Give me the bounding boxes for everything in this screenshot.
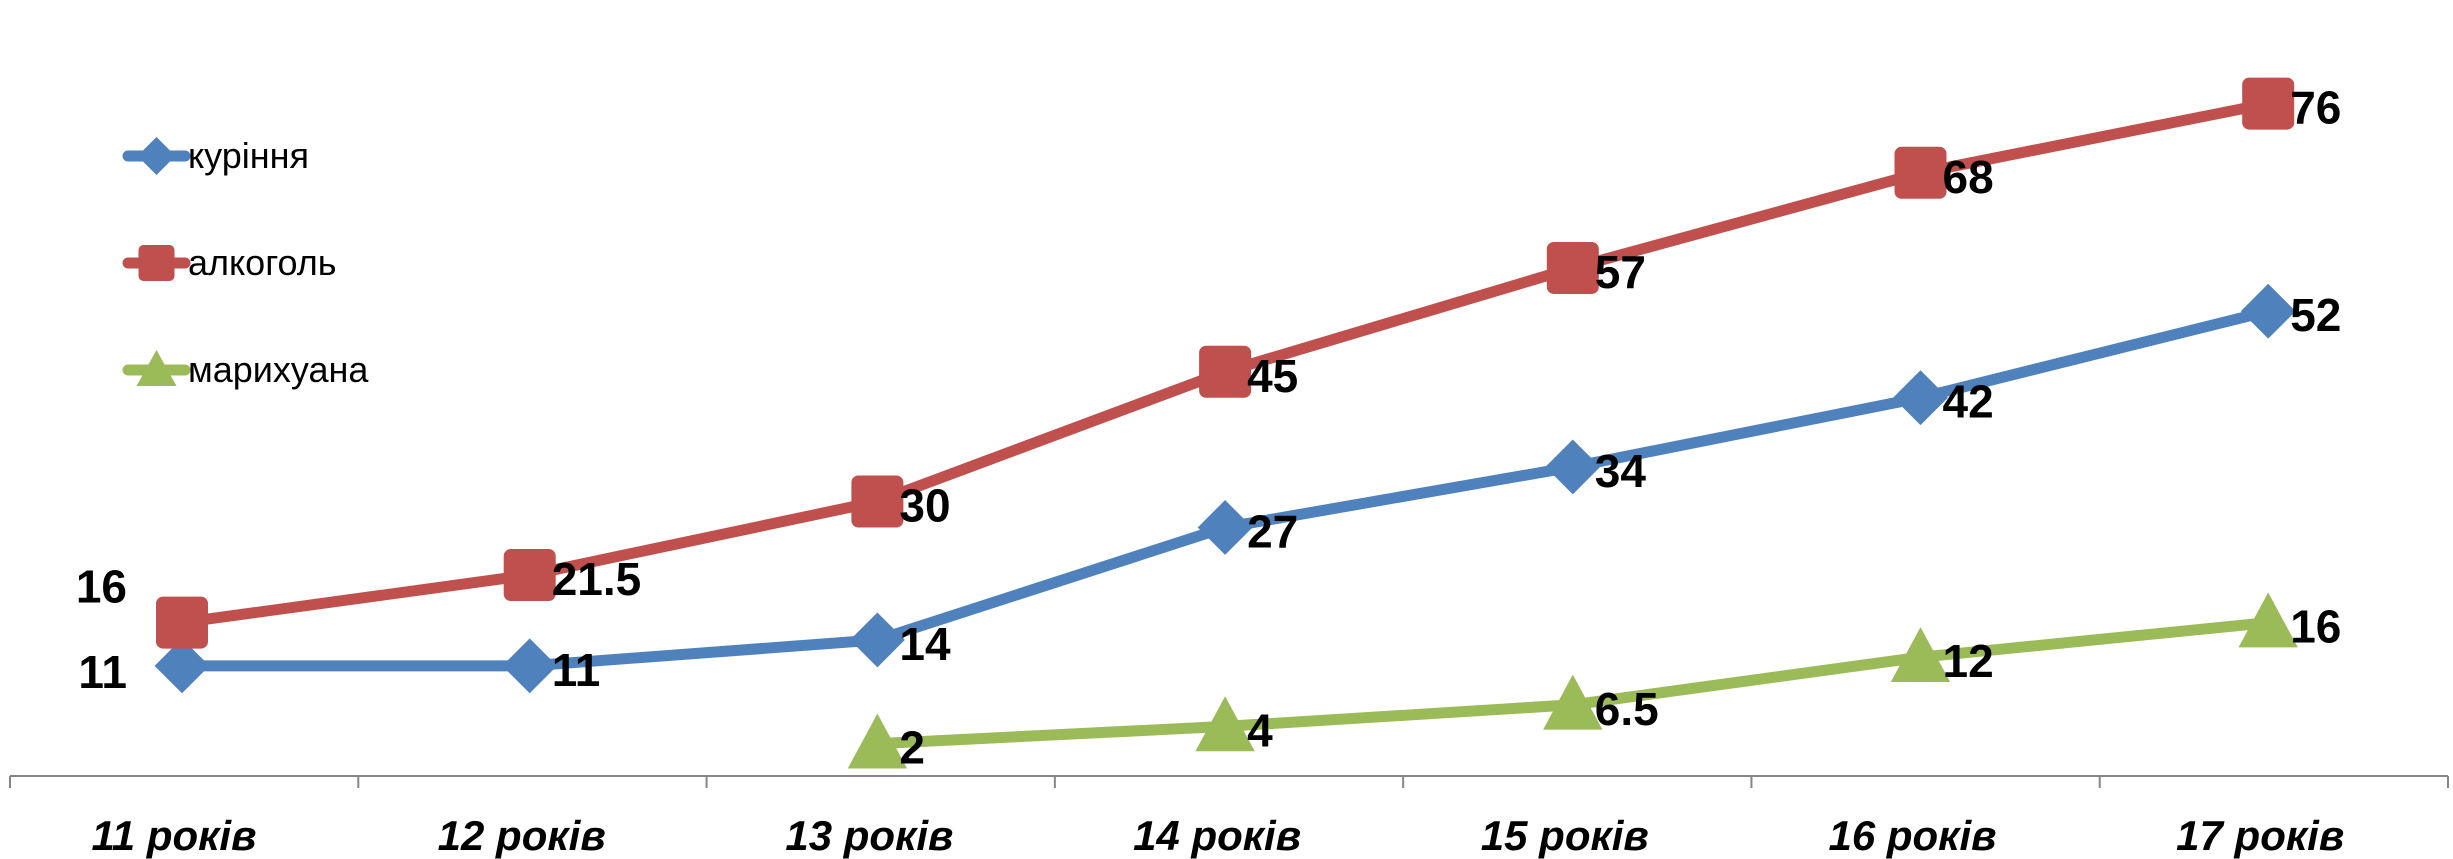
data-point-marker	[1893, 370, 1948, 426]
data-point-marker	[154, 638, 210, 694]
data-point-marker	[503, 549, 556, 602]
data-point-marker	[1543, 674, 1603, 730]
x-tick-label: 15 років	[1481, 812, 1649, 859]
legend-label: куріння	[188, 135, 309, 176]
data-label: 6.5	[1595, 683, 1659, 735]
x-axis: 11 років 12 років 13 років 14 років 15 років…	[9, 775, 2449, 859]
data-label: 21.5	[552, 553, 642, 605]
data-label: 76	[2290, 82, 2341, 134]
data-point-marker	[156, 596, 208, 649]
data-label: 27	[1247, 505, 1298, 557]
data-point-marker	[1545, 439, 1601, 495]
data-label: 16	[2290, 601, 2341, 653]
data-label: 2	[899, 722, 925, 774]
data-label: 45	[1247, 350, 1298, 402]
data-point-marker	[847, 713, 908, 769]
data-label: 14	[899, 618, 951, 670]
data-point-marker	[849, 612, 905, 668]
data-point-marker	[1890, 627, 1951, 682]
series-layer: 11 11 14 27 34 42 52 16 21.5 30 45 57 68 76 2 4 6.5 12 16	[76, 77, 2341, 774]
data-label: 12	[1943, 635, 1994, 687]
x-tick-label: 13 років	[785, 812, 953, 859]
data-point-marker	[1195, 696, 1255, 752]
legend-marker	[138, 245, 175, 281]
legend-marker	[137, 137, 176, 175]
data-point-marker	[1199, 345, 1252, 398]
data-point-marker	[2238, 592, 2298, 648]
data-point-marker	[851, 475, 904, 528]
x-tick-label: 11 років	[92, 812, 257, 859]
x-tick-label: 14 років	[1133, 812, 1301, 859]
legend-marker	[136, 350, 177, 386]
data-point-marker	[502, 638, 558, 694]
data-point-marker	[1546, 241, 1599, 294]
data-label: 34	[1595, 445, 1647, 497]
data-label: 57	[1595, 246, 1646, 298]
data-label: 30	[899, 480, 950, 532]
data-point-marker	[2240, 283, 2296, 339]
data-label: 16	[76, 561, 127, 613]
legend-label: марихуана	[188, 349, 369, 390]
legend: куріння алкоголь марихуана	[122, 135, 369, 390]
data-point-marker	[1197, 500, 1253, 555]
data-point-marker	[2242, 77, 2295, 130]
data-point-marker	[1894, 146, 1947, 199]
data-label: 42	[1943, 376, 1994, 428]
x-tick-label: 16 років	[1828, 812, 1996, 859]
data-label: 11	[78, 646, 127, 698]
data-label: 68	[1943, 151, 1994, 203]
data-label: 11	[552, 644, 601, 696]
x-tick-label: 12 років	[438, 812, 606, 859]
data-label: 4	[1247, 704, 1273, 756]
legend-label: алкоголь	[188, 242, 337, 283]
data-label: 52	[2290, 289, 2341, 341]
x-tick-label: 17 років	[2176, 812, 2344, 859]
